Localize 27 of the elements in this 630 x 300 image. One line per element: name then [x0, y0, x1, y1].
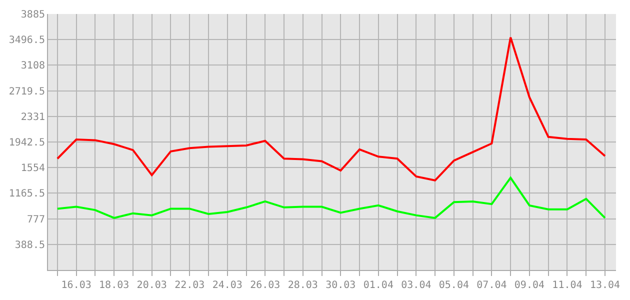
y-tick-label: 3496.5 [8, 35, 45, 46]
y-tick-label: 1942.5 [8, 138, 45, 148]
line-series [56, 176, 606, 219]
x-tick-label: 16.03 [61, 280, 92, 291]
x-tick-label: 09.04 [514, 280, 545, 291]
x-tick-label: 28.03 [288, 280, 318, 291]
y-tick-label: 1554 [20, 163, 45, 174]
x-tick-label: 11.04 [552, 280, 582, 291]
x-tick-label: 01.04 [363, 280, 394, 291]
y-tick-label: 388.5 [14, 240, 45, 251]
x-tick-label: 05.04 [438, 280, 469, 291]
x-tick-label: 13.04 [590, 280, 620, 291]
y-tick-label: 1165.5 [8, 188, 45, 200]
x-tick-label: 20.03 [136, 280, 167, 291]
y-tick-label: 3885 [20, 10, 45, 20]
y-tick-label: 2331 [20, 112, 45, 123]
x-tick-label: 26.03 [250, 280, 280, 291]
x-tick-label: 22.03 [174, 280, 205, 291]
x-tick-label: 03.04 [401, 280, 432, 291]
y-tick-label: 777 [26, 214, 45, 226]
y-tick-label: 2719.5 [8, 86, 45, 98]
x-tick-label: 18.03 [99, 280, 130, 291]
x-tick-label: 30.03 [326, 280, 356, 291]
line-series [56, 36, 606, 182]
x-tick-label: 24.03 [212, 280, 242, 291]
y-tick-label: 3108 [20, 60, 45, 72]
x-tick-label: 07.04 [476, 280, 507, 291]
